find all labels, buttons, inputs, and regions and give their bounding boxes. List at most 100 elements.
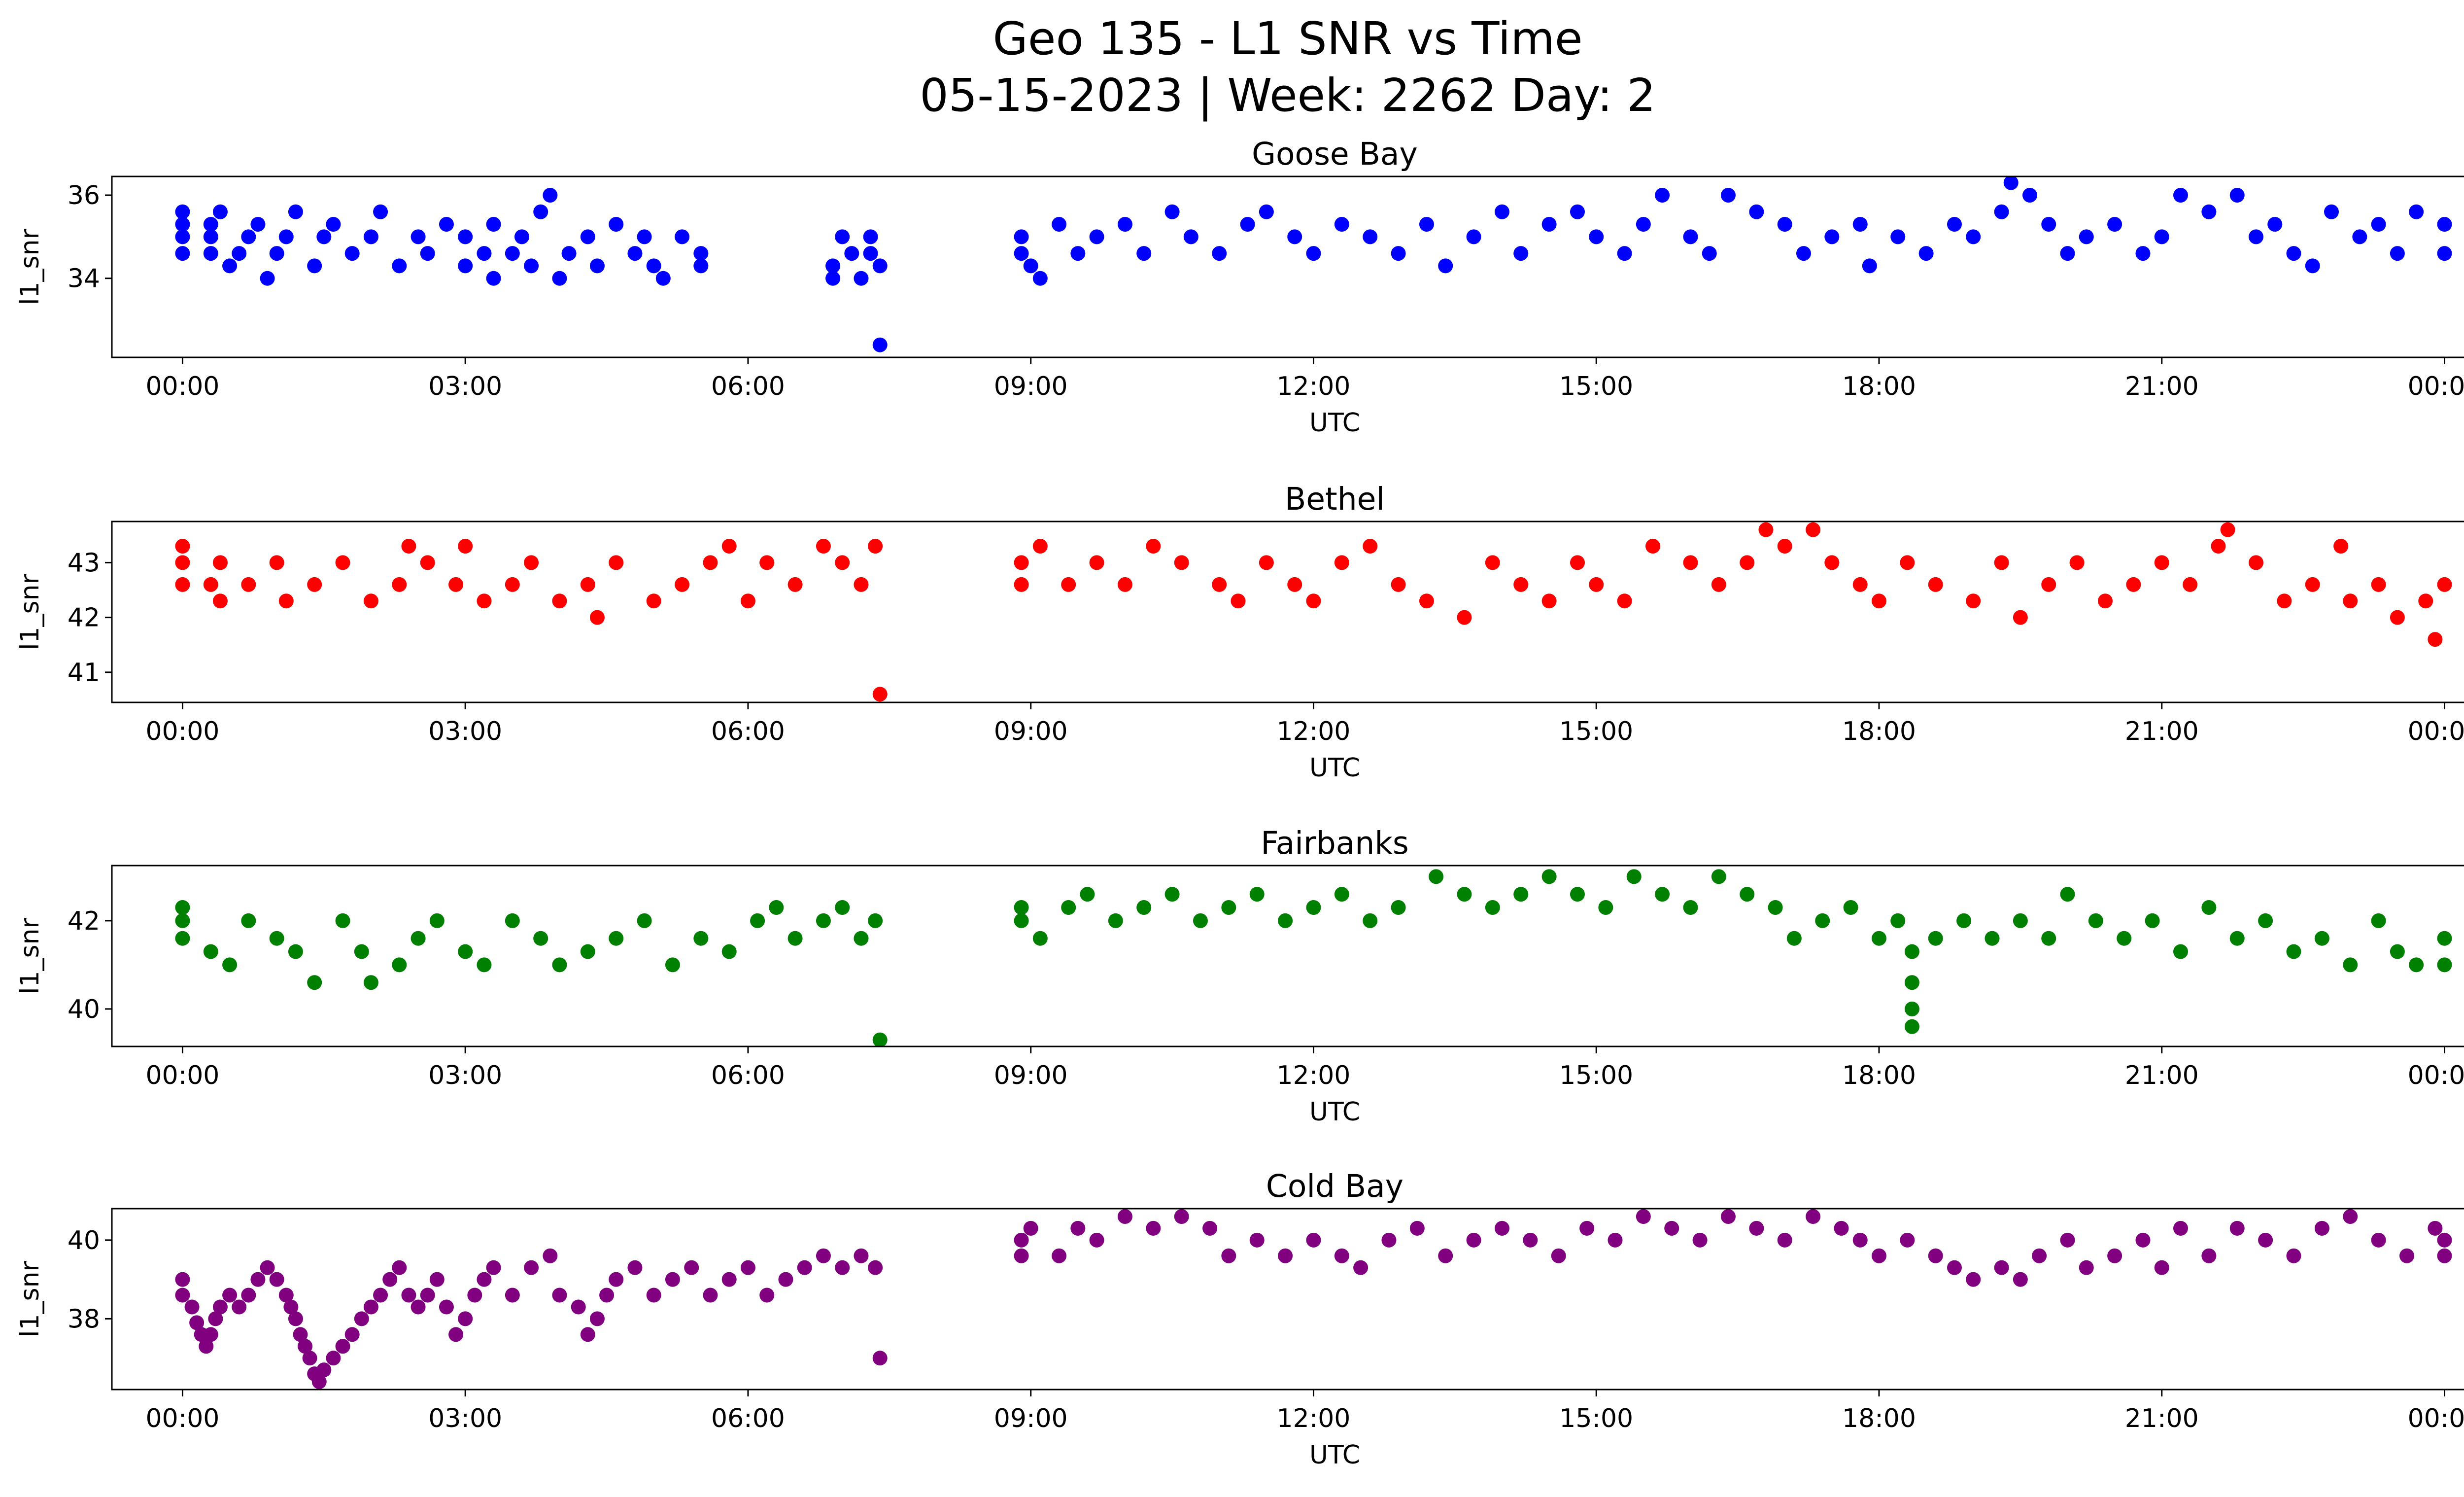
data-point: [203, 944, 218, 959]
x-tick-label: 21:00: [2125, 1404, 2199, 1433]
data-point: [302, 1351, 317, 1366]
data-point: [2229, 1220, 2245, 1236]
data-point: [2437, 931, 2452, 946]
data-point: [2126, 577, 2141, 592]
data-point: [203, 1327, 218, 1342]
x-tick-label: 09:00: [994, 1061, 1068, 1090]
data-point: [1806, 1209, 1821, 1224]
data-point: [212, 555, 228, 570]
data-point: [835, 555, 850, 570]
data-point: [2352, 229, 2367, 244]
x-tick-label: 15:00: [1559, 717, 1633, 746]
y-tick-label: 41: [68, 658, 100, 688]
data-point: [1485, 555, 1500, 570]
data-point: [2343, 593, 2358, 609]
data-point: [1815, 913, 1830, 928]
panel-0: Goose Bay l1_snr UTC 00:00 03:00 06:00 09:00 12…: [15, 136, 2464, 438]
data-point: [486, 217, 501, 232]
x-tick-label: 06:00: [711, 1061, 785, 1090]
data-point: [675, 577, 690, 592]
data-point: [646, 593, 661, 609]
data-point: [2437, 957, 2452, 973]
data-point: [439, 1299, 454, 1315]
data-point: [580, 577, 595, 592]
data-point: [1513, 577, 1529, 592]
data-point: [1711, 577, 1726, 592]
data-point: [1052, 1248, 1067, 1263]
scatter-points: [175, 176, 2452, 352]
data-point: [1806, 522, 1821, 537]
data-point: [552, 957, 567, 973]
data-point: [429, 1272, 445, 1287]
data-point: [363, 593, 378, 609]
data-point: [222, 258, 238, 274]
data-point: [1014, 913, 1029, 928]
data-point: [477, 1272, 492, 1287]
data-point: [665, 957, 680, 973]
data-point: [175, 1288, 190, 1303]
data-point: [2286, 944, 2301, 959]
data-point: [344, 246, 360, 261]
x-tick-label: 03:00: [428, 372, 502, 401]
data-point: [1278, 1248, 1293, 1263]
x-tick-label: 18:00: [1842, 1061, 1916, 1090]
data-point: [1843, 900, 1858, 915]
data-point: [1589, 229, 1604, 244]
data-point: [326, 217, 341, 232]
data-point: [872, 687, 888, 702]
data-point: [589, 258, 605, 274]
data-point: [505, 913, 520, 928]
data-point: [627, 246, 643, 261]
data-point: [637, 229, 652, 244]
data-point: [448, 1327, 464, 1342]
data-point: [439, 217, 454, 232]
data-point: [505, 1288, 520, 1303]
data-point: [2437, 1232, 2452, 1248]
data-point: [2107, 1248, 2122, 1263]
data-point: [1014, 1248, 1029, 1263]
data-point: [2060, 246, 2075, 261]
data-point: [703, 1288, 718, 1303]
data-point: [1871, 1248, 1886, 1263]
data-point: [580, 229, 595, 244]
data-point: [646, 258, 661, 274]
data-point: [1985, 931, 2000, 946]
data-point: [2409, 204, 2424, 219]
x-tick-label: 21:00: [2125, 717, 2199, 746]
data-point: [721, 1272, 737, 1287]
x-tick-label: 00:00: [2408, 1404, 2464, 1433]
data-point: [203, 577, 218, 592]
data-point: [740, 593, 755, 609]
data-point: [1164, 887, 1180, 902]
data-point: [1664, 1220, 1679, 1236]
x-tick-label: 03:00: [428, 1404, 502, 1433]
data-point: [740, 1260, 755, 1275]
data-point: [524, 1260, 539, 1275]
data-point: [1457, 887, 1472, 902]
data-point: [1334, 1248, 1349, 1263]
data-point: [2437, 217, 2452, 232]
data-point: [759, 555, 775, 570]
x-axis-label: UTC: [1309, 408, 1360, 438]
data-point: [1768, 900, 1783, 915]
x-tick-label: 00:00: [2408, 1061, 2464, 1090]
data-point: [278, 229, 294, 244]
data-point: [260, 1260, 275, 1275]
data-point: [1070, 246, 1086, 261]
data-point: [787, 931, 803, 946]
data-point: [1551, 1248, 1566, 1263]
data-point: [599, 1288, 615, 1303]
data-point: [1683, 229, 1698, 244]
data-point: [552, 1288, 567, 1303]
y-tick-label: 40: [68, 995, 100, 1024]
data-point: [1513, 246, 1529, 261]
data-point: [693, 258, 709, 274]
data-point: [1287, 229, 1302, 244]
x-tick-label: 06:00: [711, 1404, 785, 1433]
data-point: [2390, 944, 2405, 959]
data-point: [335, 555, 350, 570]
x-tick-label: 12:00: [1277, 717, 1351, 746]
data-point: [835, 229, 850, 244]
axes-frame: [111, 1208, 2464, 1391]
data-point: [609, 555, 624, 570]
